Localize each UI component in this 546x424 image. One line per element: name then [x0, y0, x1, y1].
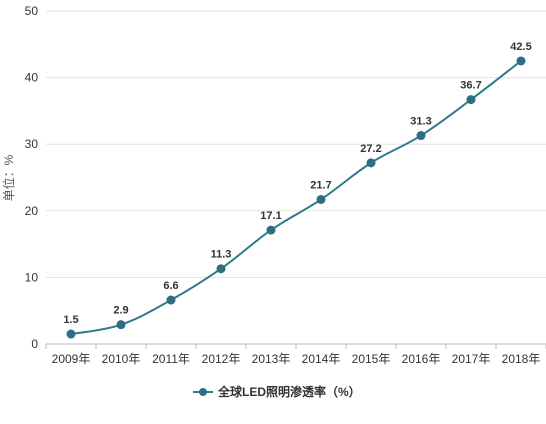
data-point [216, 264, 226, 274]
data-label: 11.3 [211, 249, 232, 261]
data-label: 31.3 [410, 116, 431, 128]
x-tick-label: 2011年 [152, 352, 190, 366]
legend-marker [199, 388, 207, 396]
x-tick-label: 2012年 [202, 352, 241, 366]
y-tick-label: 0 [31, 337, 38, 351]
y-axis-ticks: 0 10 20 30 40 50 [25, 4, 39, 351]
y-tick-label: 10 [25, 270, 39, 284]
x-tick-label: 2009年 [52, 352, 91, 366]
data-point [316, 194, 326, 204]
x-tick-label: 2016年 [402, 352, 441, 366]
x-tick-label: 2015年 [352, 352, 391, 366]
x-tick-label: 2017年 [452, 352, 491, 366]
data-label: 27.2 [360, 143, 381, 155]
data-point [266, 225, 276, 235]
series-line [70, 60, 522, 335]
data-point [166, 295, 176, 305]
x-tick-label: 2014年 [302, 352, 341, 366]
data-label: 1.5 [63, 314, 78, 326]
y-axis-label: 单位：% [1, 154, 16, 201]
series-group: 1.5 2.9 6.6 11.3 17.1 21.7 27.2 31.3 36.7 42.5 [63, 41, 532, 339]
x-tick-label: 2013年 [252, 352, 291, 366]
data-point [366, 158, 376, 168]
y-tick-label: 20 [25, 204, 39, 218]
data-label: 6.6 [163, 280, 178, 292]
x-tick-label: 2010年 [102, 352, 141, 366]
legend-label: 全球LED照明渗透率（%） [217, 384, 361, 399]
data-label: 42.5 [510, 41, 531, 53]
y-tick-label: 50 [25, 4, 39, 18]
y-tick-label: 30 [25, 137, 39, 151]
data-label: 36.7 [460, 80, 481, 92]
x-tick-label: 2018年 [502, 352, 541, 366]
y-tick-label: 40 [25, 71, 39, 85]
data-point [416, 131, 426, 141]
data-label: 21.7 [310, 179, 331, 191]
data-label: 17.1 [260, 210, 281, 222]
gridlines [46, 10, 546, 345]
data-point [466, 95, 476, 105]
data-point [66, 329, 76, 339]
x-axis-ticks: 2009年 2010年 2011年 2012年 2013年 2014年 2015年 2016年… [45, 344, 546, 366]
data-point [516, 56, 526, 66]
legend: 全球LED照明渗透率（%） [193, 384, 361, 399]
data-point [116, 320, 126, 330]
data-label: 2.9 [113, 305, 128, 317]
